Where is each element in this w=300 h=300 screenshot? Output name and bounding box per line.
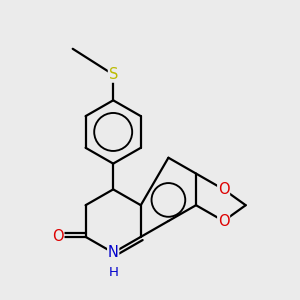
Text: O: O: [218, 182, 230, 197]
Text: H: H: [108, 266, 118, 279]
Text: N: N: [108, 245, 118, 260]
Text: O: O: [52, 230, 64, 244]
Text: S: S: [109, 67, 118, 82]
Text: O: O: [218, 214, 230, 229]
